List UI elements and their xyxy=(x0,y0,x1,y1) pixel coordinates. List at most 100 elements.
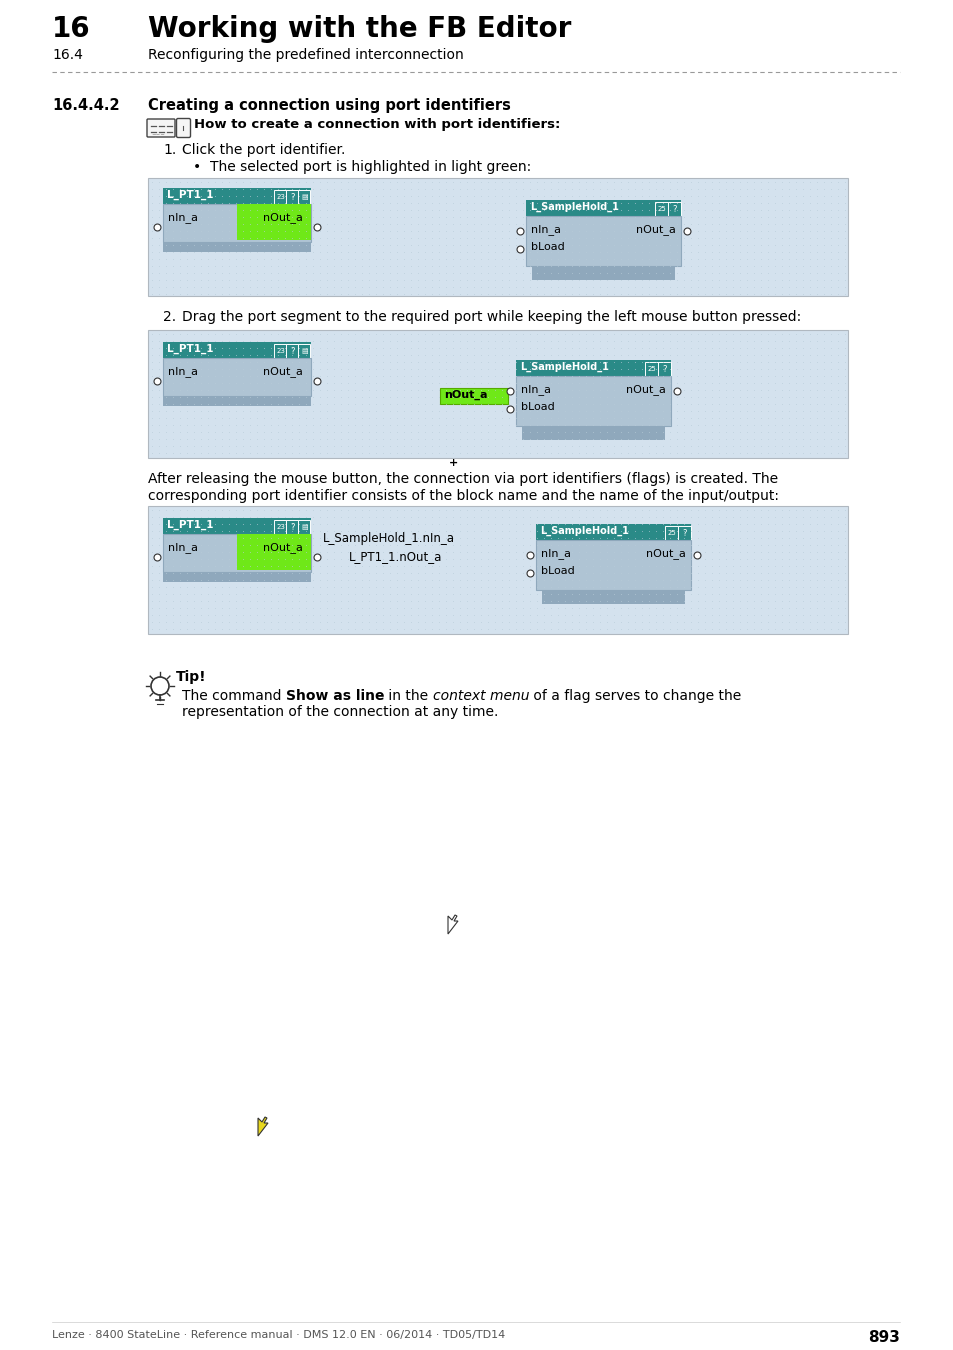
Text: nIn_a: nIn_a xyxy=(168,212,198,223)
FancyBboxPatch shape xyxy=(532,266,675,279)
FancyBboxPatch shape xyxy=(236,535,311,570)
Text: nOut_a: nOut_a xyxy=(263,212,302,223)
Text: Show as line: Show as line xyxy=(286,688,384,703)
FancyBboxPatch shape xyxy=(678,525,691,540)
Text: corresponding port identifier consists of the block name and the name of the inp: corresponding port identifier consists o… xyxy=(148,489,779,504)
Text: After releasing the mouse button, the connection via port identifiers (flags) is: After releasing the mouse button, the co… xyxy=(148,472,778,486)
FancyBboxPatch shape xyxy=(163,342,311,358)
FancyBboxPatch shape xyxy=(525,200,680,216)
FancyBboxPatch shape xyxy=(163,572,311,582)
Text: nIn_a: nIn_a xyxy=(540,548,571,559)
Text: in the: in the xyxy=(384,688,433,703)
Text: 23: 23 xyxy=(276,524,285,531)
Text: nOut_a: nOut_a xyxy=(443,390,487,400)
Text: nOut_a: nOut_a xyxy=(636,224,675,235)
FancyBboxPatch shape xyxy=(516,360,670,377)
FancyBboxPatch shape xyxy=(236,204,311,240)
Text: nIn_a: nIn_a xyxy=(531,224,560,235)
Text: nIn_a: nIn_a xyxy=(168,366,198,377)
FancyBboxPatch shape xyxy=(148,178,847,296)
Text: ?: ? xyxy=(291,347,294,355)
FancyBboxPatch shape xyxy=(163,242,311,252)
Text: L_SampleHold_1: L_SampleHold_1 xyxy=(530,202,618,212)
Text: 16.4.4.2: 16.4.4.2 xyxy=(52,99,119,113)
FancyBboxPatch shape xyxy=(163,204,311,242)
FancyBboxPatch shape xyxy=(536,540,690,590)
Text: +: + xyxy=(449,458,458,468)
FancyBboxPatch shape xyxy=(274,520,286,533)
Text: ▤: ▤ xyxy=(301,524,308,531)
Text: L_PT1_1.nOut_a: L_PT1_1.nOut_a xyxy=(349,549,442,563)
Text: ▤: ▤ xyxy=(301,194,308,200)
FancyBboxPatch shape xyxy=(274,343,286,358)
Text: ?: ? xyxy=(291,522,294,532)
Text: nOut_a: nOut_a xyxy=(263,366,302,377)
FancyBboxPatch shape xyxy=(274,189,286,204)
FancyBboxPatch shape xyxy=(286,343,298,358)
Text: ?: ? xyxy=(662,364,666,374)
Text: How to create a connection with port identifiers:: How to create a connection with port ide… xyxy=(193,117,559,131)
FancyBboxPatch shape xyxy=(525,216,680,266)
FancyBboxPatch shape xyxy=(148,506,847,634)
FancyBboxPatch shape xyxy=(286,520,298,533)
Polygon shape xyxy=(257,1116,268,1135)
Text: 23: 23 xyxy=(276,348,285,354)
Text: 16: 16 xyxy=(52,15,91,43)
Text: nIn_a: nIn_a xyxy=(520,383,551,396)
FancyBboxPatch shape xyxy=(176,119,191,138)
Text: ?: ? xyxy=(682,528,686,537)
FancyBboxPatch shape xyxy=(163,396,311,406)
Text: Working with the FB Editor: Working with the FB Editor xyxy=(148,15,571,43)
Text: ▤: ▤ xyxy=(301,348,308,354)
Text: 25: 25 xyxy=(657,207,666,212)
Text: Creating a connection using port identifiers: Creating a connection using port identif… xyxy=(148,99,511,113)
Polygon shape xyxy=(448,915,457,934)
FancyBboxPatch shape xyxy=(163,188,311,204)
Text: •  The selected port is highlighted in light green:: • The selected port is highlighted in li… xyxy=(193,161,531,174)
Text: nOut_a: nOut_a xyxy=(645,548,685,559)
Text: 2.: 2. xyxy=(163,310,176,324)
Text: L_SampleHold_1: L_SampleHold_1 xyxy=(539,526,628,536)
Text: L_PT1_1: L_PT1_1 xyxy=(167,520,213,531)
Text: 16.4: 16.4 xyxy=(52,49,83,62)
FancyBboxPatch shape xyxy=(665,525,678,540)
Text: L_SampleHold_1: L_SampleHold_1 xyxy=(519,362,608,373)
FancyBboxPatch shape xyxy=(516,377,670,427)
Text: ?: ? xyxy=(672,204,677,213)
Text: 25: 25 xyxy=(647,366,656,373)
FancyBboxPatch shape xyxy=(148,329,847,458)
FancyBboxPatch shape xyxy=(163,535,311,572)
Text: Tip!: Tip! xyxy=(175,670,207,684)
Text: bLoad: bLoad xyxy=(520,402,554,412)
FancyBboxPatch shape xyxy=(163,518,311,535)
FancyBboxPatch shape xyxy=(655,201,668,216)
Text: 893: 893 xyxy=(867,1330,899,1345)
FancyBboxPatch shape xyxy=(521,427,664,440)
Text: of a flag serves to change the: of a flag serves to change the xyxy=(529,688,740,703)
FancyBboxPatch shape xyxy=(541,590,684,603)
Text: The command: The command xyxy=(182,688,286,703)
Text: context menu: context menu xyxy=(433,688,529,703)
Text: Click the port identifier.: Click the port identifier. xyxy=(182,143,345,157)
FancyBboxPatch shape xyxy=(286,189,298,204)
FancyBboxPatch shape xyxy=(439,387,507,404)
Text: 23: 23 xyxy=(276,194,285,200)
Text: ?: ? xyxy=(291,193,294,201)
Text: L_PT1_1: L_PT1_1 xyxy=(167,190,213,200)
Text: Lenze · 8400 StateLine · Reference manual · DMS 12.0 EN · 06/2014 · TD05/TD14: Lenze · 8400 StateLine · Reference manua… xyxy=(52,1330,505,1341)
Text: ~~~: ~~~ xyxy=(151,132,165,136)
Text: nIn_a: nIn_a xyxy=(168,541,198,554)
Text: 1.: 1. xyxy=(163,143,176,157)
Text: Drag the port segment to the required port while keeping the left mouse button p: Drag the port segment to the required po… xyxy=(182,310,801,324)
FancyBboxPatch shape xyxy=(668,201,680,216)
FancyBboxPatch shape xyxy=(298,520,310,533)
FancyBboxPatch shape xyxy=(658,362,671,375)
Text: Reconfiguring the predefined interconnection: Reconfiguring the predefined interconnec… xyxy=(148,49,463,62)
Text: L_PT1_1: L_PT1_1 xyxy=(167,344,213,354)
Text: 25: 25 xyxy=(667,531,676,536)
FancyBboxPatch shape xyxy=(298,189,310,204)
FancyBboxPatch shape xyxy=(163,358,311,396)
Text: bLoad: bLoad xyxy=(531,242,564,252)
Text: representation of the connection at any time.: representation of the connection at any … xyxy=(182,705,497,720)
Text: bLoad: bLoad xyxy=(540,566,574,576)
